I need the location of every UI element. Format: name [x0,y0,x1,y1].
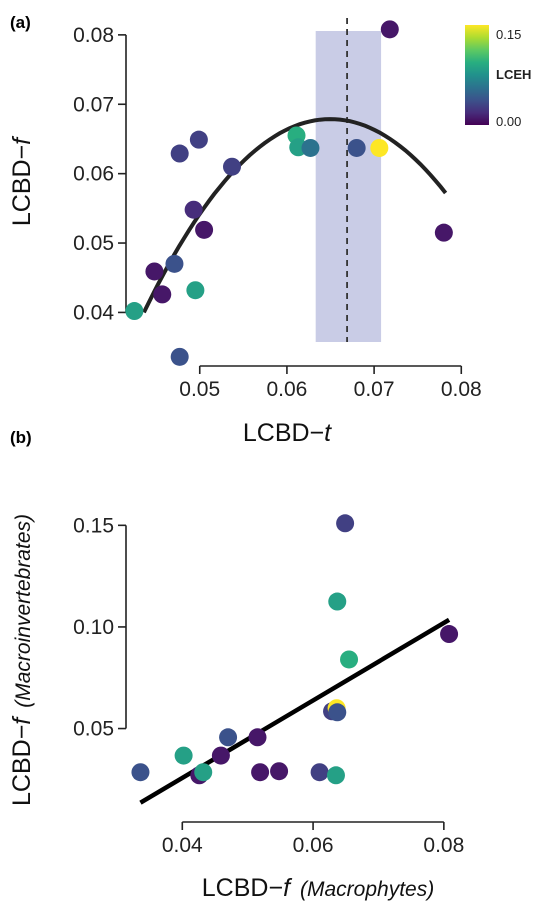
colorbar-tick-high: 0.15 [496,27,521,42]
y-tick-label: 0.07 [73,93,114,116]
panel-a-ylabel: LCBD−f [8,135,36,226]
x-tick-label: 0.08 [423,834,464,857]
data-point [184,200,203,219]
panel-a: (a) 0.04 0.05 0.06 0.07 0.08 0.05 0.06 0.07 0.08… [8,13,531,447]
x-tick-label: 0.06 [266,378,307,401]
panel-b: (b) 0.05 0.10 0.15 0.04 0.06 0.08 LCBD−f (Macr… [8,428,464,902]
colorbar-gradient [465,25,489,125]
data-point [328,592,347,611]
data-point [194,763,213,782]
shaded-band [315,31,382,342]
data-point [326,766,345,785]
data-point [370,138,389,157]
panel-b-xlabel: LCBD−f (Macrophytes) [202,874,434,902]
data-point [328,703,347,722]
data-point [189,130,208,149]
data-point [165,254,184,273]
data-point [310,763,329,782]
y-tick-label: 0.04 [73,301,114,324]
data-point [340,650,359,669]
y-tick-label: 0.06 [73,163,114,186]
data-point [223,157,241,176]
quadratic-fit-curve [142,117,448,314]
data-point [347,138,366,157]
data-point [186,281,205,300]
data-point [174,746,193,765]
data-point [251,763,270,782]
y-tick-label: 0.08 [73,24,114,47]
data-point [380,20,399,39]
colorbar-tick-low: 0.00 [496,114,521,129]
data-point [125,302,144,321]
data-point [248,728,267,747]
panel-b-letter: (b) [10,428,32,447]
data-point [440,625,459,644]
data-point [170,347,189,366]
x-tick-label: 0.07 [354,378,395,401]
x-tick-label: 0.08 [441,378,482,401]
colorbar-title: LCEH [496,67,531,82]
linear-fit-line [139,617,451,805]
panel-a-letter: (a) [10,13,31,32]
colorbar: 0.15 LCEH 0.00 [465,25,531,129]
data-point [211,746,230,765]
y-tick-label: 0.10 [73,616,114,639]
y-tick-label: 0.05 [73,232,114,255]
data-point [336,514,355,533]
panel-a-xlabel: LCBD−t [243,419,332,447]
panel-b-ylabel: LCBD−f(Macroinvertebrates) [8,514,36,806]
y-tick-label: 0.05 [73,718,114,741]
data-point [195,220,214,239]
data-point [270,762,289,781]
data-point [170,144,189,163]
y-tick-label: 0.15 [73,514,114,537]
x-tick-label: 0.04 [162,834,203,857]
data-point [131,763,150,782]
data-point [153,285,172,304]
data-point [219,728,238,747]
data-point [145,262,164,281]
x-tick-label: 0.06 [293,834,334,857]
data-point [301,138,320,157]
x-tick-label: 0.05 [179,378,220,401]
data-point [434,223,453,242]
